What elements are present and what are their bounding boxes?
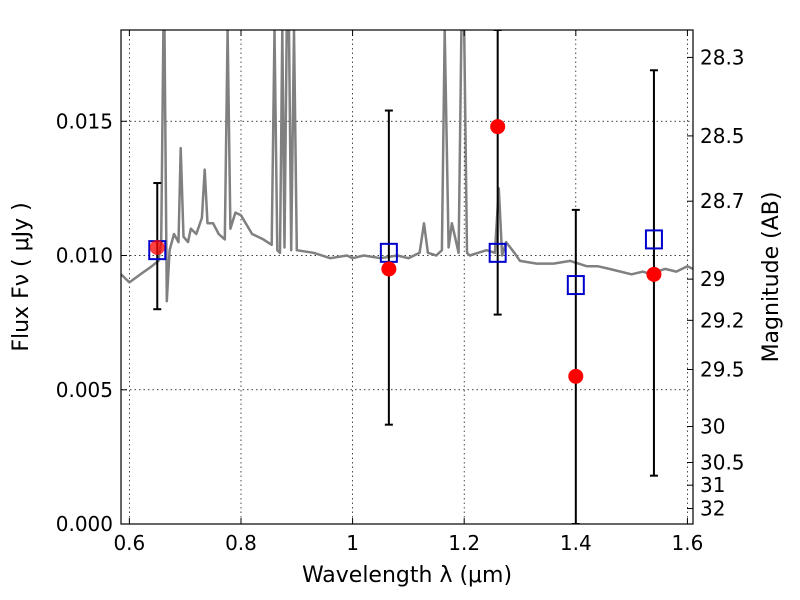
spectrum-layer bbox=[121, 30, 693, 303]
x-tick-label: 1.4 bbox=[560, 531, 592, 555]
marker-layer bbox=[148, 119, 663, 384]
y-axis-label: Flux Fν ( μJy ) bbox=[9, 202, 34, 351]
grid-layer bbox=[121, 30, 693, 525]
mag-tick-label: 28.5 bbox=[700, 124, 745, 148]
y-tick-label: 0.015 bbox=[56, 109, 113, 133]
mag-tick-label: 29 bbox=[700, 267, 725, 291]
y-tick-label: 0.005 bbox=[56, 378, 113, 402]
model-square-marker bbox=[488, 242, 507, 263]
observed-flux-point bbox=[490, 119, 506, 135]
observed-flux-point bbox=[149, 239, 165, 255]
observed-flux-point bbox=[568, 368, 584, 384]
x-axis-label: Wavelength λ (μm) bbox=[302, 563, 512, 588]
model-square-marker bbox=[644, 229, 663, 250]
observed-flux-point bbox=[646, 266, 662, 282]
mag-tick-label: 30 bbox=[700, 415, 725, 439]
mag-tick-label: 28.3 bbox=[700, 45, 745, 69]
mag-tick-label: 29.2 bbox=[700, 308, 745, 332]
mag-tick-label: 31 bbox=[700, 473, 725, 497]
x-tick-label: 0.8 bbox=[225, 531, 257, 555]
x-tick-label: 0.6 bbox=[113, 531, 145, 555]
right-axis-label: Magnitude (AB) bbox=[759, 192, 784, 363]
x-tick-label: 1.2 bbox=[448, 531, 480, 555]
x-tick-label: 1.6 bbox=[672, 531, 704, 555]
mag-tick-label: 28.7 bbox=[700, 189, 745, 213]
observed-flux-point bbox=[381, 261, 397, 277]
mag-tick-label: 29.5 bbox=[700, 357, 745, 381]
tick-layer: 0.6 0.8 1 1.2 1.4 1.6 0.000 0.005 0.010 0.015 28.3… bbox=[56, 30, 745, 555]
y-tick-label: 0.000 bbox=[56, 512, 113, 536]
mag-tick-label: 32 bbox=[700, 497, 725, 521]
mag-tick-label: 30.5 bbox=[700, 450, 745, 474]
spectrum-line bbox=[121, 30, 693, 303]
x-tick-label: 1 bbox=[346, 531, 359, 555]
model-square-marker bbox=[566, 275, 585, 296]
plot-frame bbox=[120, 29, 694, 525]
y-tick-label: 0.010 bbox=[56, 244, 113, 268]
